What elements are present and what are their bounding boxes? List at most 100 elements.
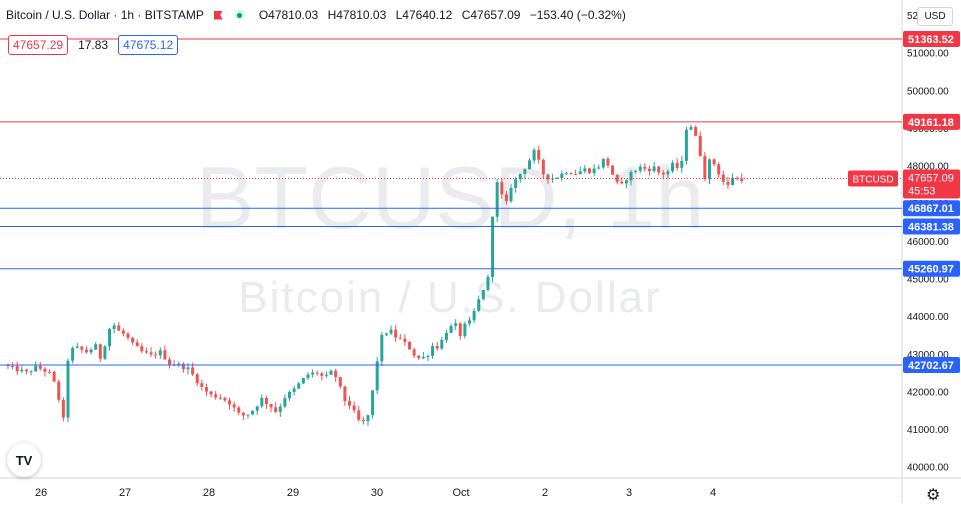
candle	[223, 396, 227, 403]
candle	[66, 358, 70, 423]
candle-body	[518, 173, 522, 180]
candle	[177, 361, 181, 368]
candle-body	[98, 344, 102, 359]
candle-body	[255, 406, 259, 411]
candle-body	[61, 399, 65, 418]
candle	[20, 365, 24, 373]
candle-body	[195, 374, 199, 384]
level-label-bg	[903, 218, 960, 235]
candle	[421, 351, 425, 360]
candle	[117, 321, 121, 331]
candle-body	[186, 367, 190, 370]
candle-body	[504, 194, 508, 202]
candle-body	[620, 181, 624, 184]
candle-body	[278, 406, 282, 412]
market-open-icon	[234, 10, 245, 20]
candle-body	[144, 351, 148, 353]
candle-body	[703, 155, 707, 180]
candle-body	[126, 333, 130, 338]
candle	[75, 342, 79, 349]
candle	[6, 363, 10, 370]
candle	[48, 369, 52, 375]
candle	[255, 405, 259, 415]
candle	[578, 166, 582, 175]
currency-button[interactable]: USD	[917, 7, 953, 26]
candle	[408, 341, 412, 350]
candle	[131, 336, 135, 346]
candle	[638, 164, 642, 174]
candle	[541, 158, 545, 179]
candle	[269, 403, 273, 412]
candle-body	[440, 339, 444, 349]
candle-body	[228, 400, 232, 405]
candle	[569, 172, 573, 175]
candle-body	[108, 328, 112, 347]
candle	[574, 169, 578, 176]
candle-body	[48, 371, 52, 373]
candle-body	[495, 182, 499, 217]
candle-body	[675, 162, 679, 168]
candle-body	[611, 165, 615, 175]
x-tick-label: 27	[119, 487, 131, 499]
candle-body	[615, 174, 619, 182]
candle-body	[140, 346, 144, 352]
candle-body	[52, 371, 56, 382]
candle	[94, 341, 98, 350]
candle	[292, 385, 296, 396]
candle	[361, 416, 365, 425]
flag-icon[interactable]	[213, 10, 223, 20]
buy-button[interactable]: 47675.12	[118, 35, 179, 55]
symbol-title[interactable]: Bitcoin / U.S. Dollar · 1h · BITSTAMP	[6, 8, 204, 22]
x-tick-label: 2	[542, 487, 548, 499]
candle	[24, 368, 28, 375]
candle	[652, 161, 656, 173]
candle-body	[394, 329, 398, 338]
candle	[274, 402, 278, 414]
candle	[560, 170, 564, 182]
candle-body	[218, 397, 222, 399]
candle-body	[638, 166, 642, 171]
candle-body	[500, 182, 504, 195]
candle	[357, 405, 361, 422]
last-price-label: 47657.09	[908, 173, 954, 185]
candle-body	[537, 150, 541, 160]
candle	[486, 274, 490, 292]
sell-button[interactable]: 47657.29	[8, 35, 69, 55]
candle-body	[209, 391, 213, 395]
candle-body	[717, 164, 721, 175]
candle	[168, 357, 172, 369]
candle-body	[320, 373, 324, 376]
candle-body	[477, 299, 481, 311]
candle-body	[707, 159, 711, 180]
candle-body	[357, 410, 361, 420]
candle	[500, 178, 504, 199]
candle-body	[71, 347, 75, 361]
candle	[523, 168, 527, 180]
candle-body	[657, 166, 661, 173]
candle-body	[375, 361, 379, 391]
y-tick-label: 40000.00	[907, 463, 949, 474]
candle	[301, 377, 305, 385]
candle-body	[592, 168, 596, 174]
candle-body	[408, 341, 412, 350]
candle	[592, 164, 596, 177]
candle	[288, 390, 292, 401]
candle	[158, 347, 162, 359]
tradingview-logo[interactable]: TV	[7, 443, 41, 477]
candle	[228, 397, 232, 410]
candle	[731, 173, 735, 186]
candle	[163, 345, 167, 360]
candle	[144, 347, 148, 354]
candle	[606, 156, 610, 168]
y-tick-label: 44000.00	[907, 312, 949, 323]
candle	[15, 361, 19, 375]
x-tick-label: Oct	[452, 487, 469, 499]
candle-body	[514, 179, 518, 188]
candle	[218, 393, 222, 400]
candle	[624, 179, 628, 189]
candle-body	[712, 159, 716, 165]
gear-icon[interactable]: ⚙	[926, 487, 941, 504]
level-label: 42702.67	[908, 360, 954, 372]
candle	[698, 131, 702, 157]
